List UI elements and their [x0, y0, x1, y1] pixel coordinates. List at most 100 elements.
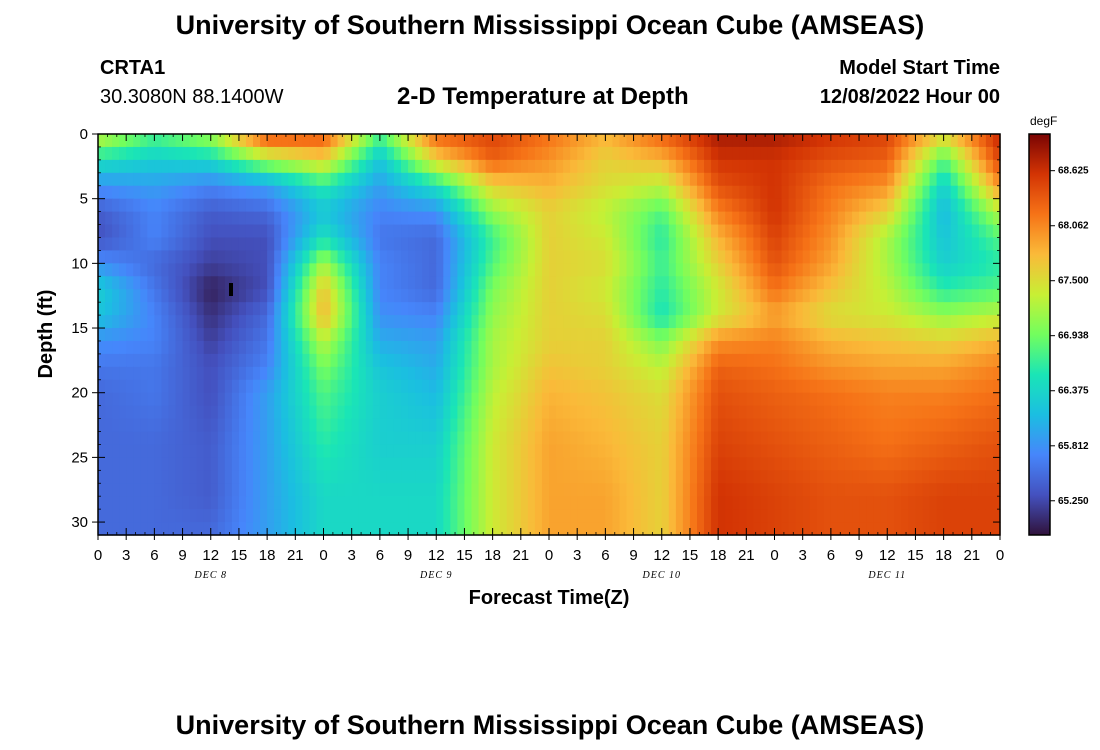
heatmap-cell	[774, 470, 783, 484]
heatmap-cell	[464, 496, 473, 510]
heatmap-cell	[196, 496, 205, 510]
x-tick-label: 0	[545, 547, 553, 564]
heatmap-cell	[429, 405, 437, 420]
heatmap-cell	[887, 146, 895, 161]
heatmap-cell	[147, 353, 155, 368]
heatmap-cell	[612, 328, 621, 342]
heatmap-cell	[654, 340, 663, 355]
heatmap-cell	[316, 289, 325, 303]
heatmap-cell	[175, 483, 184, 497]
heatmap-cell	[196, 366, 205, 381]
heatmap-cell	[429, 483, 437, 497]
heatmap-cell	[527, 522, 536, 536]
heatmap-cell	[760, 328, 769, 342]
heatmap-cell	[852, 276, 860, 290]
heatmap-cell	[992, 250, 1001, 264]
heatmap-cell	[816, 392, 825, 407]
heatmap-cell	[711, 340, 719, 355]
heatmap-cell	[873, 172, 881, 187]
heatmap-cell	[182, 340, 191, 355]
heatmap-cell	[527, 405, 536, 420]
heatmap-cell	[295, 470, 303, 484]
heatmap-cell	[675, 237, 684, 252]
heatmap-cell	[866, 134, 874, 148]
heatmap-cell	[661, 276, 670, 290]
heatmap-cell	[267, 237, 275, 252]
heatmap-cell	[682, 276, 691, 290]
heatmap-cell	[640, 522, 649, 536]
heatmap-cell	[457, 302, 466, 316]
heatmap-cell	[372, 328, 381, 342]
heatmap-cell	[464, 418, 473, 433]
heatmap-cell	[633, 185, 642, 200]
heatmap-cell	[668, 159, 677, 174]
heatmap-cell	[823, 276, 832, 290]
heatmap-cell	[253, 328, 261, 342]
heatmap-cell	[725, 315, 733, 329]
heatmap-cell	[605, 353, 614, 368]
heatmap-cell	[245, 315, 254, 329]
heatmap-cell	[570, 315, 578, 329]
heatmap-cell	[675, 340, 684, 355]
heatmap-cell	[386, 405, 395, 420]
heatmap-cell	[267, 315, 275, 329]
heatmap-cell	[302, 250, 311, 264]
heatmap-cell	[274, 509, 282, 523]
heatmap-cell	[549, 431, 557, 446]
heatmap-cell	[344, 418, 353, 433]
heatmap-cell	[457, 289, 466, 303]
heatmap-cell	[450, 237, 458, 252]
heatmap-cell	[161, 444, 170, 458]
heatmap-cell	[274, 418, 282, 433]
heatmap-cell	[598, 431, 606, 446]
heatmap-cell	[351, 185, 360, 200]
heatmap-cell	[189, 444, 198, 458]
heatmap-cell	[704, 224, 712, 239]
heatmap-cell	[344, 134, 353, 148]
heatmap-cell	[880, 315, 888, 329]
heatmap-cell	[126, 366, 134, 381]
heatmap-cell	[217, 522, 226, 536]
heatmap-cell	[746, 405, 754, 420]
heatmap-cell	[866, 302, 874, 316]
heatmap-cell	[309, 172, 318, 187]
heatmap-cell	[98, 211, 106, 226]
heatmap-cell	[365, 470, 374, 484]
heatmap-cell	[859, 224, 867, 239]
heatmap-cell	[880, 522, 888, 536]
heatmap-cell	[901, 172, 909, 187]
heatmap-cell	[499, 457, 508, 471]
heatmap-cell	[112, 457, 120, 471]
heatmap-cell	[351, 392, 360, 407]
heatmap-cell	[760, 134, 769, 148]
heatmap-cell	[612, 379, 621, 394]
heatmap-cell	[429, 353, 437, 368]
heatmap-cell	[943, 522, 952, 536]
heatmap-cell	[245, 405, 254, 420]
heatmap-cell	[802, 263, 811, 277]
heatmap-cell	[760, 509, 769, 523]
heatmap-cell	[450, 250, 458, 264]
heatmap-cell	[393, 431, 402, 446]
heatmap-cell	[746, 340, 754, 355]
heatmap-cell	[415, 522, 423, 536]
heatmap-cell	[217, 237, 226, 252]
heatmap-cell	[527, 470, 536, 484]
heatmap-cell	[161, 250, 170, 264]
heatmap-cell	[880, 392, 888, 407]
heatmap-cell	[182, 483, 191, 497]
heatmap-cell	[260, 328, 268, 342]
heatmap-cell	[844, 250, 853, 264]
heatmap-cell	[556, 418, 564, 433]
heatmap-cell	[506, 328, 515, 342]
heatmap-cell	[492, 276, 501, 290]
heatmap-cell	[182, 263, 191, 277]
heatmap-cell	[238, 340, 247, 355]
heatmap-cell	[408, 302, 416, 316]
heatmap-cell	[372, 418, 381, 433]
heatmap-cell	[964, 405, 973, 420]
heatmap-cell	[640, 340, 649, 355]
heatmap-cell	[950, 431, 959, 446]
heatmap-cell	[795, 392, 804, 407]
heatmap-cell	[464, 289, 473, 303]
